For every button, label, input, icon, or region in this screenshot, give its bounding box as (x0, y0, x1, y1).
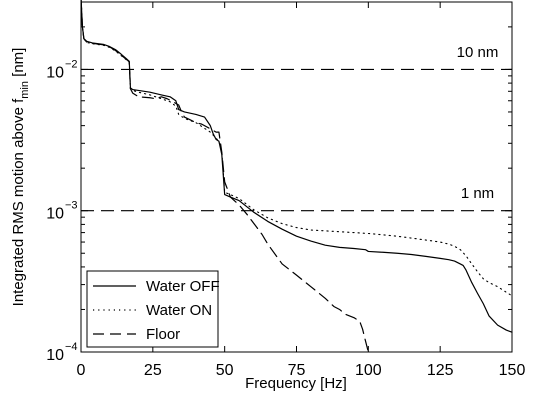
x-tick-label: 150 (499, 362, 526, 379)
annotation-label: 1 nm (461, 185, 494, 202)
legend-label: Water OFF (146, 278, 220, 295)
x-axis-label: Frequency [Hz] (245, 375, 347, 392)
x-tick-label: 25 (144, 362, 162, 379)
legend-box (86, 270, 219, 348)
y-axis-label-unit: [nm] (10, 48, 27, 81)
x-ticks: 0 25 50 75 100 125 150 (77, 2, 526, 379)
annotation-label: 10 nm (457, 44, 499, 61)
series-line-water-on (80, 0, 513, 297)
x-tick-label: 100 (355, 362, 382, 379)
reference-lines (81, 68, 512, 212)
y-tick-label: 10 (46, 347, 64, 364)
y-tick-label: 10 (46, 64, 64, 81)
legend: Water OFF Water ON Floor (86, 270, 220, 348)
y-axis-label-sub: min (19, 81, 31, 99)
x-tick-label: 0 (77, 362, 86, 379)
legend-label: Water ON (146, 302, 212, 319)
annotations: 10 nm 1 nm (457, 44, 499, 202)
y-axis-label-main: Integrated RMS motion above f (10, 98, 27, 306)
y-axis-label: Integrated RMS motion above fmin [nm] (10, 48, 31, 307)
series-line-floor (80, 0, 369, 353)
y-tick-label-exponent: −4 (65, 341, 78, 353)
y-tick-label: 10 (46, 206, 64, 223)
y-tick-label-exponent: −2 (65, 58, 78, 70)
y-tick-label-exponent: −3 (65, 200, 78, 212)
x-tick-label: 50 (216, 362, 234, 379)
legend-label: Floor (146, 326, 180, 343)
x-tick-label: 75 (288, 362, 306, 379)
x-tick-label: 125 (427, 362, 454, 379)
series-layer (80, 0, 513, 353)
y-ticks: 10−210−310−4 (46, 1, 512, 364)
